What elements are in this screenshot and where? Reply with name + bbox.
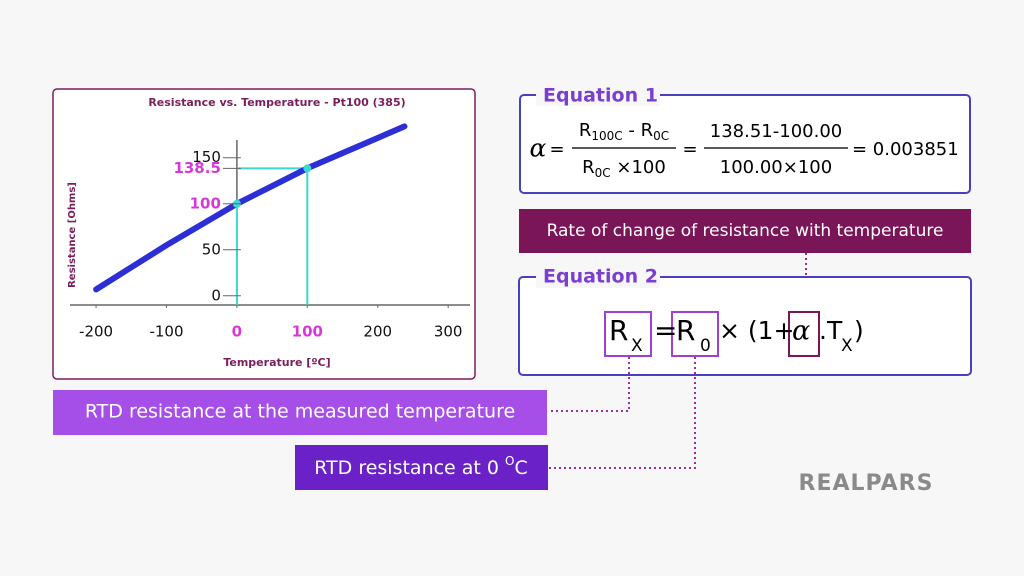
x-tick-label: -200: [79, 323, 113, 341]
numerator: 138.51-100.00: [710, 121, 842, 142]
y-tick-label: 100: [190, 194, 221, 212]
superscript: O: [505, 454, 514, 468]
x-tick-label: 100: [292, 323, 323, 341]
equation-title: Equation 1: [543, 85, 658, 107]
y-tick-label: 0: [211, 286, 221, 304]
rate-label: Rate of change of resistance with temper…: [547, 221, 944, 241]
symbol: R: [609, 314, 628, 347]
guide-point: [303, 164, 312, 173]
subscript: X: [631, 336, 643, 356]
y-tick-label: 150: [192, 148, 221, 166]
symbol: × (1+: [719, 316, 795, 345]
subscript: 0C: [595, 166, 611, 180]
label-box: [53, 390, 547, 435]
symbol: ×100: [611, 157, 666, 178]
result: = 0.003851: [852, 139, 959, 160]
label-box: [295, 445, 548, 490]
symbol: ): [854, 316, 864, 345]
text: RTD resistance at 0: [314, 457, 505, 479]
subscript: 100C: [591, 129, 622, 143]
title-backing: [536, 86, 660, 106]
alpha: α: [530, 134, 547, 163]
symbol: R: [579, 120, 592, 141]
text: C: [515, 457, 528, 479]
alpha: α: [792, 316, 810, 347]
equals: =: [549, 139, 564, 160]
logo: REALPARS: [799, 471, 934, 496]
title-backing: [536, 268, 660, 288]
x-tick-label: 0: [232, 323, 242, 341]
x-tick-label: 300: [434, 323, 463, 341]
x-axis-label: Temperature [ºC]: [223, 356, 330, 369]
rx-label: RTD resistance at the measured temperatu…: [85, 401, 515, 423]
equals: =: [682, 139, 697, 160]
subscript: 0C: [653, 129, 669, 143]
subscript: X: [841, 336, 853, 356]
equation-box: [519, 94, 971, 194]
x-tick-label: 200: [363, 323, 392, 341]
x-tick-label: -100: [149, 323, 183, 341]
y-tick-label: 138.5: [173, 159, 220, 177]
symbol: - R: [623, 120, 653, 141]
y-tick-label: 50: [202, 240, 221, 258]
symbol: R: [582, 157, 595, 178]
numerator: R100C - R0C: [579, 120, 669, 143]
symbol: R: [676, 314, 695, 347]
r0-label: RTD resistance at 0 OC: [314, 454, 528, 479]
equation-box: [518, 276, 972, 376]
denominator: 100.00×100: [720, 157, 832, 178]
y-axis-label: Resistance [Ohms]: [67, 182, 78, 288]
denominator: R0C ×100: [582, 157, 666, 180]
highlight-box: [604, 311, 652, 357]
equals: =: [654, 314, 677, 347]
connector: [549, 357, 696, 469]
chart-title: Resistance vs. Temperature - Pt100 (385): [148, 96, 405, 109]
rate-label-box: [519, 209, 971, 253]
highlight-box: [788, 311, 820, 357]
chart-panel: [52, 88, 476, 380]
symbol: .T: [819, 316, 843, 345]
subscript: 0: [700, 336, 711, 356]
equation-title: Equation 2: [543, 266, 658, 288]
highlight-box: [671, 311, 719, 357]
